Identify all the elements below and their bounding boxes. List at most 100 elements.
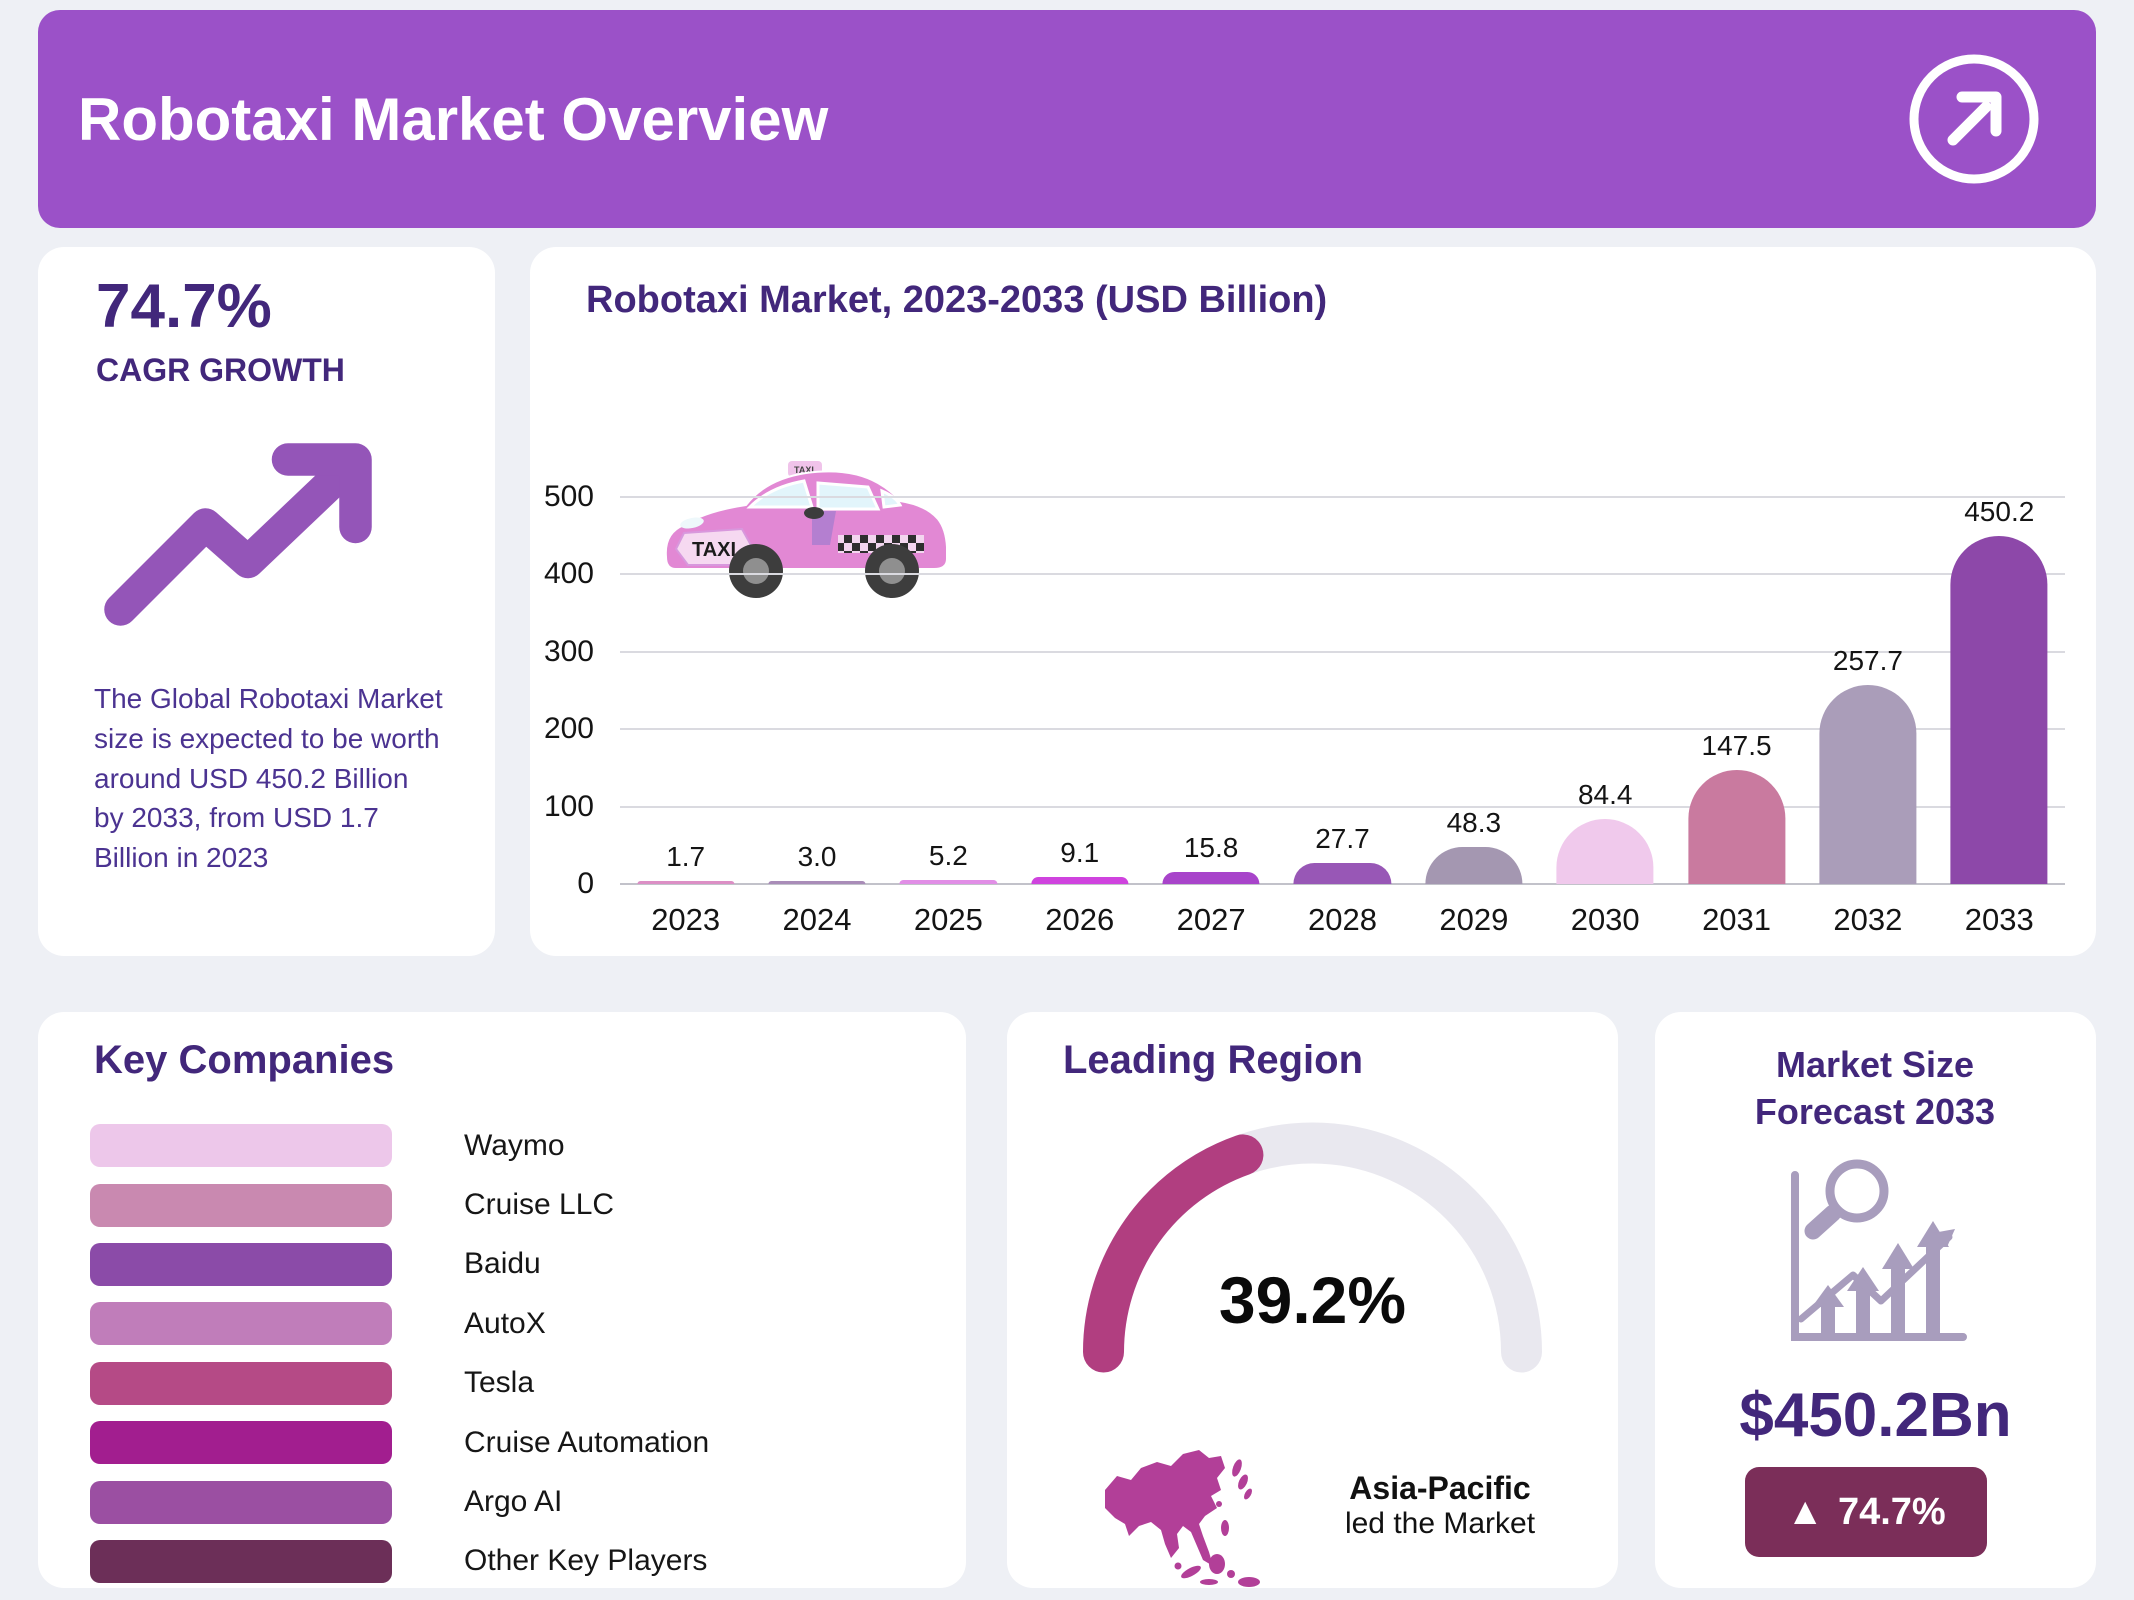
market-size-card: Market Size Forecast 2033 xyxy=(1655,1012,2096,1588)
bar-2027 xyxy=(1162,871,1260,884)
bar-slot-2032: 257.7 xyxy=(1802,497,1933,884)
region-caption: led the Market xyxy=(1344,1507,1536,1540)
bar-value-label: 147.5 xyxy=(1701,729,1772,761)
market-chart-card: Robotaxi Market, 2023-2033 (USD Billion)… xyxy=(530,247,2096,956)
bar-value-label: 5.2 xyxy=(928,839,968,871)
leading-region-title: Leading Region xyxy=(1063,1038,1363,1082)
x-tick-label-2024: 2024 xyxy=(782,902,852,937)
gridline-300: 300 xyxy=(544,635,2065,668)
x-tick-label-2033: 2033 xyxy=(1964,902,2034,937)
x-tick-label-2027: 2027 xyxy=(1176,902,1246,937)
cagr-description: The Global Robotaxi Market size is expec… xyxy=(94,683,443,873)
region-gauge xyxy=(1083,1122,1542,1374)
x-tick-label-2032: 2032 xyxy=(1833,902,1903,937)
bar-value-label: 1.7 xyxy=(666,841,706,872)
x-tick-label-2026: 2026 xyxy=(1045,902,1115,937)
company-color-swatch xyxy=(90,1302,392,1346)
bar-value-label: 84.4 xyxy=(1577,778,1633,810)
gridline-400: 400 xyxy=(544,557,2065,590)
bar-value-label: 15.8 xyxy=(1183,831,1239,863)
company-label: Baidu xyxy=(464,1247,541,1281)
company-row: Argo AI xyxy=(90,1472,920,1531)
bar-slot-2024: 3.0 xyxy=(751,497,882,884)
key-companies-title: Key Companies xyxy=(94,1038,395,1082)
bar-2033 xyxy=(1950,535,2048,884)
company-color-swatch xyxy=(90,1421,392,1465)
x-tick-label-2028: 2028 xyxy=(1307,902,1377,937)
bar-2024 xyxy=(768,881,866,884)
region-text: Asia-Pacific led the Market xyxy=(1275,1470,1605,1541)
gauge-meter xyxy=(1083,1122,1542,1373)
bar-value-label: 48.3 xyxy=(1446,806,1502,838)
bar-value-label: 257.7 xyxy=(1832,644,1903,676)
company-label: AutoX xyxy=(464,1306,546,1340)
bar-slot-2026: 9.1 xyxy=(1014,497,1145,884)
header: Robotaxi Market Overview xyxy=(38,10,2096,228)
company-color-swatch xyxy=(90,1183,392,1227)
gridline-500: 500 xyxy=(544,480,2065,513)
leading-region-card: Leading Region 39.2% xyxy=(1007,1012,1618,1588)
svg-text:TAXI: TAXI xyxy=(794,465,814,475)
forecast-value: $450.2Bn xyxy=(1739,1381,2012,1450)
bar-2023 xyxy=(637,881,735,884)
company-label: Other Key Players xyxy=(464,1544,708,1578)
y-tick-label: 200 xyxy=(543,712,594,746)
company-label: Waymo xyxy=(464,1128,565,1162)
svg-text:TAXI: TAXI xyxy=(692,539,736,561)
company-color-swatch xyxy=(90,1361,392,1405)
bar-2025 xyxy=(899,879,997,884)
y-tick-label: 400 xyxy=(543,557,594,591)
x-tick-label-2025: 2025 xyxy=(913,902,983,937)
bar-slot-2025: 5.2 xyxy=(883,497,1014,884)
x-axis-labels: 2023 2024 2025 2026 2027 2028 2029 2030 2031 2032… xyxy=(620,902,2065,938)
x-tick-label-2023: 2023 xyxy=(651,902,721,937)
bar-2031 xyxy=(1687,769,1786,884)
growth-analysis-icon xyxy=(1773,1147,1973,1362)
x-tick-label-2031: 2031 xyxy=(1702,902,1772,937)
bar-slot-2029: 48.3 xyxy=(1408,497,1539,884)
bar-2032 xyxy=(1819,684,1917,884)
bar-slot-2031: 147.5 xyxy=(1671,497,1802,884)
gridline-200: 200 xyxy=(544,712,2065,745)
y-tick-label: 0 xyxy=(577,867,594,900)
cagr-label: CAGR GROWTH xyxy=(96,352,345,388)
company-row: Baidu xyxy=(90,1235,920,1294)
bar-slot-2030: 84.4 xyxy=(1540,497,1671,884)
company-row: Tesla xyxy=(90,1354,920,1413)
bar-plot: 0 100 200 300 400 500 1.7 3.0 5.2 9.1 15.8 27.7 48.3… xyxy=(544,480,2065,900)
company-color-swatch xyxy=(90,1480,392,1524)
region-name: Asia-Pacific xyxy=(1349,1470,1531,1506)
key-companies-card: Key Companies Waymo Cruise LLC Baidu AutoX T… xyxy=(38,1012,966,1588)
bar-slot-2028: 27.7 xyxy=(1277,497,1408,884)
bar-2029 xyxy=(1425,846,1523,884)
company-row: Cruise Automation xyxy=(90,1413,920,1472)
bar-2028 xyxy=(1293,862,1392,884)
cagr-card: 74.7% CAGR GROWTH The Global Robotaxi Ma… xyxy=(38,247,495,956)
company-row: Cruise LLC xyxy=(90,1175,920,1234)
bar-slot-2033: 450.2 xyxy=(1934,496,2065,884)
bar-value-label: 3.0 xyxy=(797,841,837,872)
asia-map-icon xyxy=(1091,1432,1271,1600)
company-row: Waymo xyxy=(90,1116,920,1175)
trend-up-icon xyxy=(98,432,428,637)
growth-badge: ▲ 74.7% xyxy=(1745,1467,1987,1557)
growth-badge-value: 74.7% xyxy=(1837,1490,1946,1533)
cagr-value: 74.7% xyxy=(96,272,272,341)
bar-2026 xyxy=(1031,876,1129,884)
gridline-0: 0 xyxy=(577,867,2065,900)
forecast-title: Market Size Forecast 2033 xyxy=(1754,1044,1996,1132)
gridline-100: 100 xyxy=(544,790,2065,823)
page-title: Robotaxi Market Overview xyxy=(78,85,829,153)
bar-2030 xyxy=(1556,818,1654,884)
company-color-swatch xyxy=(90,1539,392,1583)
company-row: Other Key Players xyxy=(90,1532,920,1591)
company-color-swatch xyxy=(90,1242,392,1286)
x-tick-label-2029: 2029 xyxy=(1439,902,1509,937)
company-row: AutoX xyxy=(90,1294,920,1353)
company-list: Waymo Cruise LLC Baidu AutoX Tesla Cruise Aut… xyxy=(90,1116,920,1591)
arrow-up-right-icon[interactable] xyxy=(1904,49,2044,189)
company-label: Argo AI xyxy=(464,1485,563,1519)
bar-slot-2027: 15.8 xyxy=(1145,497,1276,884)
company-label: Cruise LLC xyxy=(464,1188,615,1222)
company-color-swatch xyxy=(90,1124,392,1168)
